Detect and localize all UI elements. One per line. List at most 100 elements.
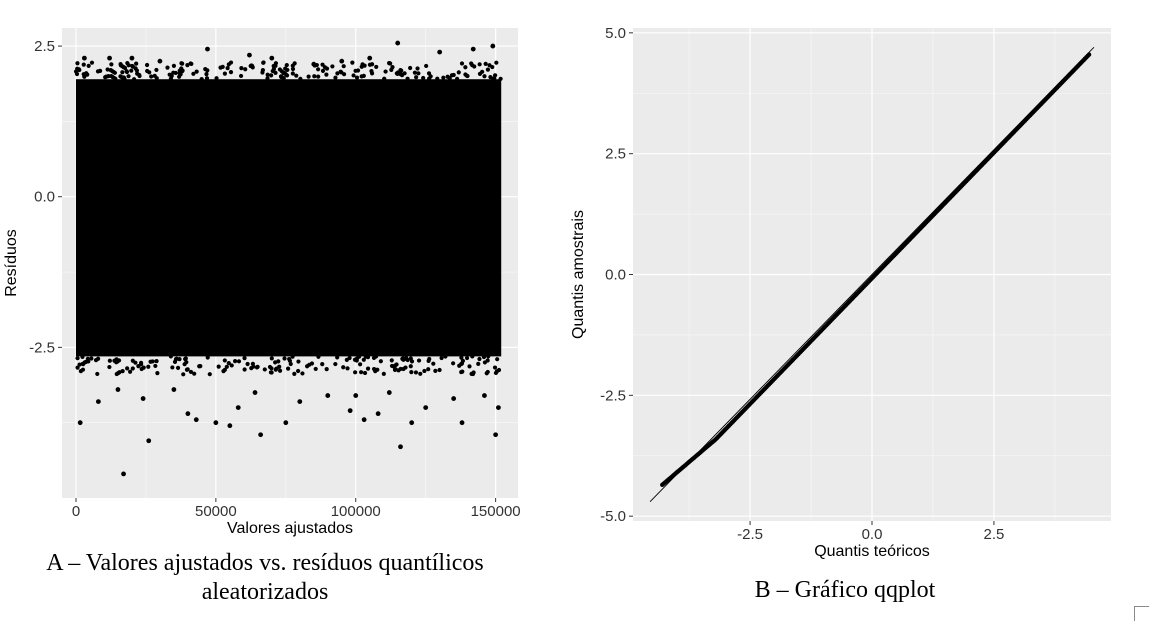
band-edge-point [218,65,223,70]
band-edge-point [77,67,82,73]
band-edge-point [431,361,436,366]
band-edge-point [146,364,151,369]
band-edge-point [169,73,174,79]
band-edge-point [477,356,482,362]
x-tick-label-a: 100000 [331,503,381,520]
outlier-point [107,55,112,61]
y-tick-label-a: 0.0 [34,189,55,206]
band-edge-point [265,76,270,81]
band-edge-point [409,370,414,375]
band-edge-point [107,364,112,370]
outlier-point [171,387,177,392]
band-edge-point [273,61,279,66]
y-tick-label-b: -2.5 [600,387,626,404]
band-edge-point [273,367,278,372]
band-edge-point [287,358,293,363]
band-edge-point [467,364,472,369]
x-tick-label-a: 0 [72,503,80,520]
y-tick-label-b: 5.0 [605,25,626,42]
outlier-point [213,420,219,426]
corner-mark [1134,606,1149,621]
sample-quantile-points [660,52,1092,488]
band-edge-point [205,68,210,73]
band-edge-point [204,76,210,81]
band-edge-point [463,72,468,77]
band-edge-point [350,60,355,65]
band-edge-point [282,356,287,361]
band-edge-point [365,366,371,371]
band-edge-point [80,354,85,359]
band-edge-point [180,61,185,66]
band-edge-point [443,354,448,359]
band-edge-point [233,359,238,364]
band-edge-point [261,60,266,65]
outlier-point [375,411,381,417]
band-edge-point [183,356,188,361]
outlier-point [459,420,465,426]
outlier-point [493,432,499,438]
band-edge-point [484,371,489,376]
band-edge-point [191,71,196,76]
band-edge-point [141,365,146,370]
band-edge-point [428,74,433,79]
caption-a-line-2: aleatorizados [201,579,329,605]
band-edge-point [207,372,212,377]
band-edge-point [383,69,388,74]
band-edge-point [390,65,395,70]
band-edge-point [284,62,289,68]
qqplot: -2.5 0.0 2.5 5.0 2.5 0.0 -2.5 -5.0 Quantis teór… [570,25,1111,560]
band-edge-point [316,67,321,72]
band-edge-point [85,72,90,77]
band-edge-point [153,363,158,369]
x-tick-label-b: -2.5 [737,526,763,543]
band-edge-point [345,366,350,371]
band-edge-point [288,361,293,367]
band-edge-point [292,61,297,66]
band-edge-point [373,354,379,359]
band-edge-point [277,364,282,369]
band-edge-point [451,361,456,366]
y-tick-label-b: -5.0 [600,508,626,525]
band-edge-point [199,76,204,82]
band-edge-point [175,365,181,370]
band-edge-point [469,61,474,66]
band-edge-point [192,371,197,376]
band-edge-point [335,71,340,76]
band-edge-point [361,73,366,78]
band-edge-point [316,354,321,359]
band-edge-point [494,60,499,65]
outlier-point [258,432,264,438]
outlier-point [423,405,429,411]
band-edge-point [476,361,481,366]
band-edge-point [260,70,265,75]
outlier-point [386,390,392,395]
y-tick-label-b: 0.0 [605,267,626,284]
band-edge-point [126,74,131,79]
band-edge-point [361,357,366,362]
band-edge-point [80,367,86,372]
band-edge-point [414,75,419,80]
band-edge-point [292,371,297,376]
band-edge-point [277,368,283,373]
band-edge-point [358,362,363,367]
band-edge-point [382,76,387,81]
band-edge-point [89,60,95,65]
outlier-point [81,55,87,61]
band-edge-point [421,75,426,81]
band-edge-point [338,69,343,74]
band-edge-point [216,364,221,369]
band-edge-point [181,372,186,377]
band-edge-point [486,354,491,359]
band-edge-point [333,75,338,80]
band-edge-point [481,354,487,360]
band-edge-point [378,359,383,364]
outlier-point [146,438,152,444]
band-edge-point [418,371,423,376]
band-edge-point [451,72,456,78]
caption-b-line-1: B – Gráfico qqplot [754,577,936,603]
band-edge-point [126,63,131,68]
band-edge-point [86,63,91,69]
band-edge-point [403,365,408,370]
band-edge-point [387,61,392,66]
band-edge-point [490,64,495,70]
